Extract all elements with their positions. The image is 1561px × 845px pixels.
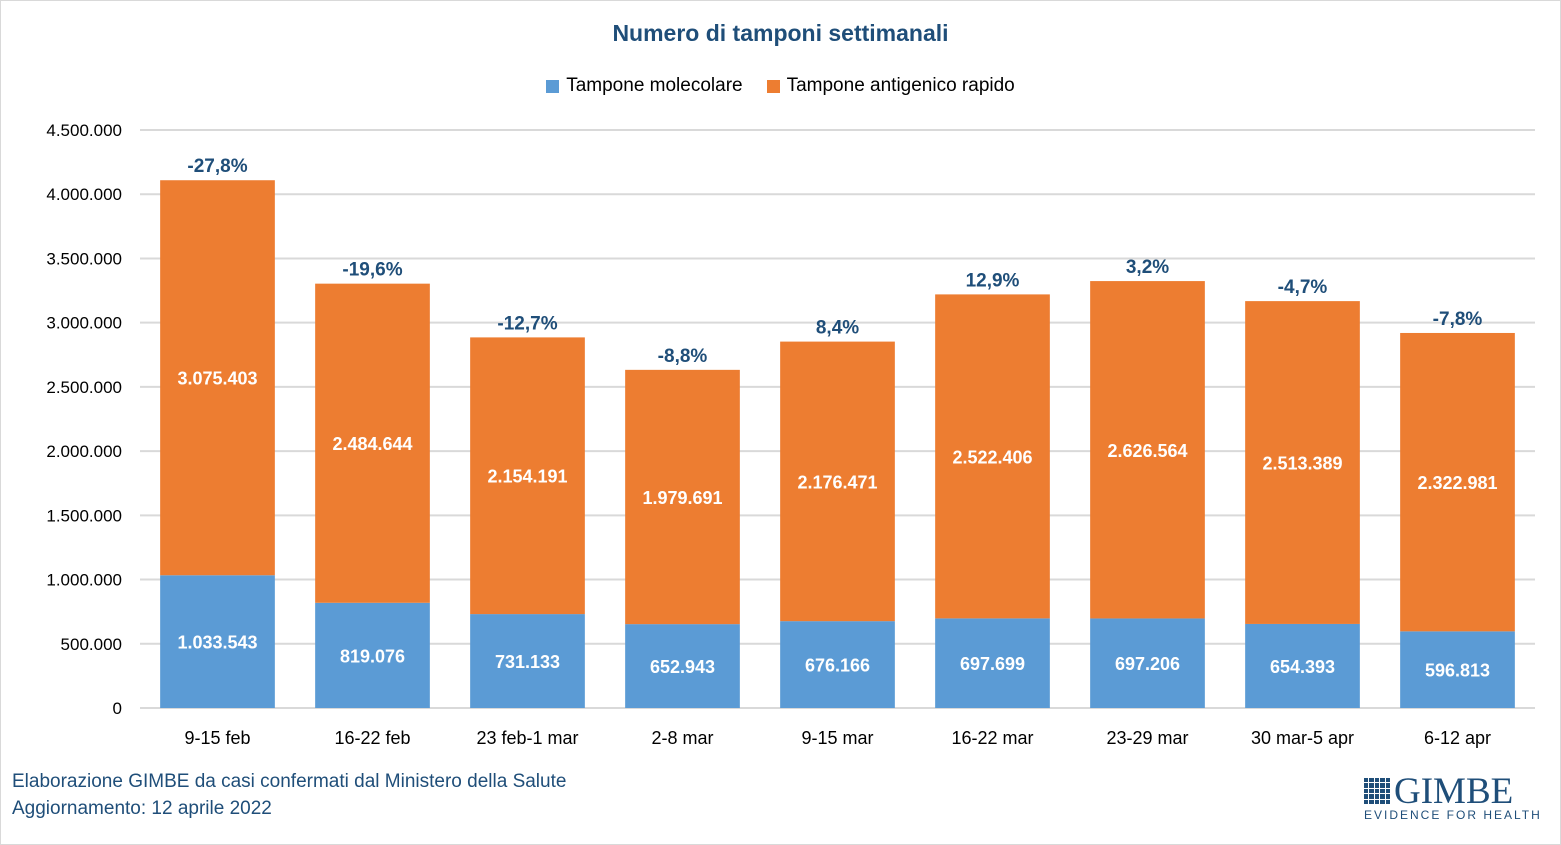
x-tick-label: 2-8 mar xyxy=(651,728,713,748)
y-tick-label: 2.500.000 xyxy=(46,378,122,397)
x-tick-label: 9-15 mar xyxy=(801,728,873,748)
data-label-molecular: 697.699 xyxy=(960,654,1025,674)
pct-change-label: -7,8% xyxy=(1433,309,1483,330)
bar-molecular xyxy=(315,602,430,708)
bar-antigen xyxy=(315,283,430,603)
legend: Tampone molecolare Tampone antigenico ra… xyxy=(0,75,1561,97)
bar-antigen xyxy=(1245,301,1360,624)
chart-title: Numero di tamponi settimanali xyxy=(612,20,949,46)
pct-change-label: -4,7% xyxy=(1278,277,1328,298)
bar-molecular xyxy=(1090,618,1205,708)
bar-antigen xyxy=(1090,281,1205,619)
pct-change-label: 8,4% xyxy=(816,318,859,339)
data-label-molecular: 697.206 xyxy=(1115,654,1180,674)
data-label-molecular: 652.943 xyxy=(650,657,715,677)
y-tick-label: 500.000 xyxy=(61,635,122,654)
data-label-antigen: 2.484.644 xyxy=(332,434,412,454)
y-tick-label: 4.500.000 xyxy=(46,121,122,140)
data-label-molecular: 654.393 xyxy=(1270,657,1335,677)
legend-label-molecular: Tampone molecolare xyxy=(566,75,743,96)
y-tick-label: 4.000.000 xyxy=(46,185,122,204)
data-label-antigen: 1.979.691 xyxy=(642,488,722,508)
legend-swatch-molecular xyxy=(546,79,560,93)
pct-change-label: -19,6% xyxy=(342,260,402,281)
pct-change-label: 3,2% xyxy=(1126,257,1169,278)
y-tick-label: 3.000.000 xyxy=(46,314,122,333)
pct-change-label: -8,8% xyxy=(658,346,708,367)
pct-change-label: 12,9% xyxy=(966,270,1020,291)
x-tick-label: 9-15 feb xyxy=(184,728,250,748)
footer: Elaborazione GIMBE da casi confermati da… xyxy=(12,768,566,822)
bar-molecular xyxy=(160,575,275,708)
y-tick-label: 3.500.000 xyxy=(46,249,122,268)
data-label-antigen: 3.075.403 xyxy=(177,369,257,389)
bar-antigen xyxy=(1400,332,1515,632)
gimbe-logo: GIMBE EVIDENCE FOR HEALTH xyxy=(1364,771,1540,827)
legend-label-antigen: Tampone antigenico rapido xyxy=(786,75,1015,96)
footer-source: Elaborazione GIMBE da casi confermati da… xyxy=(12,771,567,792)
data-label-antigen: 2.322.981 xyxy=(1417,473,1497,493)
legend-item-antigen[interactable]: Tampone antigenico rapido xyxy=(766,75,1015,97)
x-tick-label: 16-22 feb xyxy=(334,728,410,748)
data-label-molecular: 596.813 xyxy=(1425,661,1490,681)
footer-updated: Aggiornamento: 12 aprile 2022 xyxy=(12,798,272,819)
data-label-molecular: 1.033.543 xyxy=(177,633,257,653)
pct-change-label: -27,8% xyxy=(187,156,247,177)
x-tick-label: 16-22 mar xyxy=(951,728,1033,748)
bar-molecular xyxy=(1245,623,1360,708)
legend-swatch-antigen xyxy=(766,79,780,93)
pct-change-label: -12,7% xyxy=(497,313,557,334)
bar-antigen xyxy=(935,294,1050,619)
bar-antigen xyxy=(160,180,275,576)
bar-molecular xyxy=(935,618,1050,708)
y-tick-label: 1.000.000 xyxy=(46,571,122,590)
data-label-antigen: 2.522.406 xyxy=(952,447,1032,467)
bar-molecular xyxy=(1400,631,1515,708)
logo-grid-icon xyxy=(1364,778,1390,804)
data-label-antigen: 2.513.389 xyxy=(1262,454,1342,474)
logo-tagline: EVIDENCE FOR HEALTH xyxy=(1364,808,1542,822)
data-label-molecular: 731.133 xyxy=(495,652,560,672)
bar-molecular xyxy=(470,614,585,708)
x-tick-label: 23-29 mar xyxy=(1106,728,1188,748)
bar-molecular xyxy=(780,621,895,708)
bar-antigen xyxy=(625,369,740,625)
y-tick-label: 1.500.000 xyxy=(46,506,122,525)
bar-antigen xyxy=(780,341,895,622)
x-tick-label: 6-12 apr xyxy=(1424,728,1491,748)
x-tick-label: 30 mar-5 apr xyxy=(1251,728,1354,748)
x-tick-label: 23 feb-1 mar xyxy=(476,728,578,748)
legend-item-molecular[interactable]: Tampone molecolare xyxy=(546,75,743,97)
data-label-antigen: 2.154.191 xyxy=(487,467,567,487)
logo-wordmark: GIMBE xyxy=(1394,771,1514,812)
y-tick-label: 2.000.000 xyxy=(46,442,122,461)
data-label-antigen: 2.176.471 xyxy=(797,472,877,492)
data-label-antigen: 2.626.564 xyxy=(1107,441,1187,461)
bar-molecular xyxy=(625,624,740,708)
y-tick-label: 0 xyxy=(113,699,122,718)
bar-antigen xyxy=(470,337,585,615)
data-label-molecular: 819.076 xyxy=(340,646,405,666)
data-label-molecular: 676.166 xyxy=(805,656,870,676)
